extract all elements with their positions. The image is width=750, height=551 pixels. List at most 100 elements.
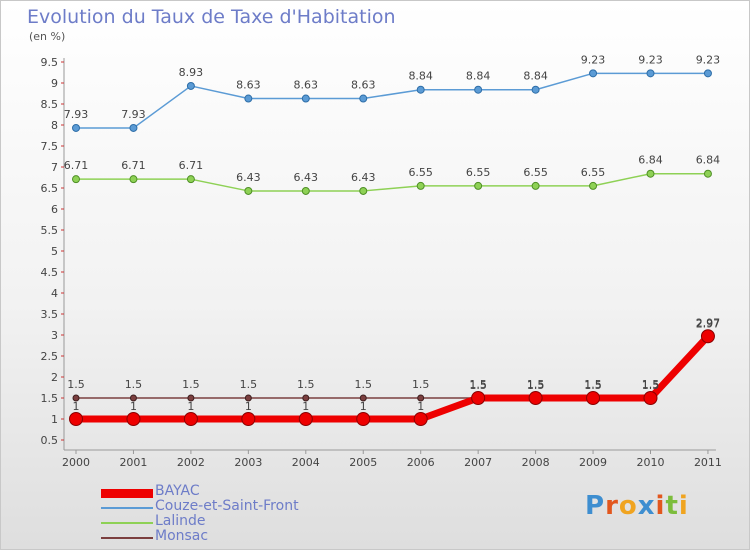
data-point xyxy=(643,391,658,405)
data-point xyxy=(471,391,486,405)
y-tick-label: 5 xyxy=(51,245,58,258)
data-label: 1 xyxy=(130,400,137,413)
data-label: 7.93 xyxy=(64,108,89,121)
data-point xyxy=(129,175,138,184)
y-tick-label: 8 xyxy=(51,119,58,132)
data-label: 1.5 xyxy=(355,378,373,391)
logo-letter: o xyxy=(618,491,638,521)
data-label: 6.55 xyxy=(581,166,606,179)
data-point xyxy=(356,412,371,426)
data-point xyxy=(589,181,598,190)
data-label: 1 xyxy=(245,400,252,413)
data-label: 1 xyxy=(302,400,309,413)
y-tick-label: 9 xyxy=(51,77,58,90)
y-tick-label: 7.5 xyxy=(41,140,59,153)
logo-letter: i xyxy=(655,491,666,521)
data-point xyxy=(531,85,540,94)
logo-letter: r xyxy=(605,491,619,521)
data-point xyxy=(72,175,80,184)
legend-label: Monsac xyxy=(155,528,209,544)
x-tick-label: 2004 xyxy=(292,456,320,469)
legend-label: BAYAC xyxy=(155,483,200,499)
x-tick-label: 2005 xyxy=(349,456,377,469)
data-point xyxy=(646,69,655,78)
series-line-monsac xyxy=(76,335,709,399)
x-tick-label: 2006 xyxy=(407,456,435,469)
x-tick-label: 2002 xyxy=(177,456,205,469)
data-point xyxy=(528,391,543,405)
data-label: 1.5 xyxy=(182,378,200,391)
data-label: 1.5 xyxy=(240,378,258,391)
data-label: 7.93 xyxy=(121,108,146,121)
y-tick-label: 9.5 xyxy=(41,56,59,69)
data-label: 1.5 xyxy=(469,378,487,391)
data-point xyxy=(302,394,310,402)
logo-letter: x xyxy=(637,491,656,521)
proxiti-logo: Proxiti xyxy=(585,491,689,521)
data-point xyxy=(187,394,195,402)
data-label: 1.5 xyxy=(67,378,85,391)
data-label: 8.93 xyxy=(179,66,204,79)
data-label: 6.71 xyxy=(179,159,204,172)
logo-letter: P xyxy=(585,491,606,521)
data-label: 6.55 xyxy=(408,166,433,179)
data-point xyxy=(126,412,141,426)
y-tick-label: 2.5 xyxy=(41,350,59,363)
x-tick-label: 2003 xyxy=(234,456,262,469)
logo-letter: t xyxy=(665,491,679,521)
data-label: 8.84 xyxy=(523,70,548,83)
data-label: 8.84 xyxy=(466,70,491,83)
data-point xyxy=(183,412,198,426)
x-tick-label: 2000 xyxy=(62,456,90,469)
data-label: 6.43 xyxy=(236,171,261,184)
data-point xyxy=(241,412,256,426)
data-label: 8.63 xyxy=(351,79,376,92)
y-tick-label: 6 xyxy=(51,203,58,216)
x-tick-label: 2007 xyxy=(464,456,492,469)
series-line-bayac xyxy=(76,333,711,423)
data-point xyxy=(244,94,253,103)
data-label: 8.84 xyxy=(408,70,433,83)
data-label: 6.84 xyxy=(638,154,663,167)
data-point xyxy=(129,394,137,402)
data-point xyxy=(416,85,425,94)
legend-label: Couze-et-Saint-Front xyxy=(155,498,299,514)
data-label: 6.71 xyxy=(64,159,89,172)
y-tick-label: 4.5 xyxy=(41,266,59,279)
data-point xyxy=(72,394,80,402)
data-point xyxy=(474,85,483,94)
data-label: 1.5 xyxy=(642,378,660,391)
legend-swatch xyxy=(101,537,153,539)
data-label: 1.5 xyxy=(584,378,602,391)
y-tick-label: 1.5 xyxy=(41,392,59,405)
data-point xyxy=(700,329,715,344)
data-point xyxy=(298,412,313,426)
data-point xyxy=(359,94,368,103)
data-label: 1.5 xyxy=(527,379,545,392)
data-point xyxy=(413,412,428,426)
data-label: 1.5 xyxy=(412,378,430,391)
data-point xyxy=(301,94,310,103)
data-label: 9.23 xyxy=(696,53,721,66)
data-label: 1.5 xyxy=(297,378,315,391)
data-label: 1 xyxy=(187,400,194,413)
data-label: 8.63 xyxy=(294,79,319,92)
data-point xyxy=(416,181,425,190)
series-line-couze-et-saint-front xyxy=(76,72,708,129)
data-point xyxy=(69,412,83,426)
data-point xyxy=(703,169,712,178)
data-label: 6.55 xyxy=(466,166,491,179)
data-label: 6.84 xyxy=(696,154,721,167)
data-label: 1.5 xyxy=(469,379,487,392)
y-tick-label: 8.5 xyxy=(41,98,59,111)
data-label: 2.97 xyxy=(696,317,721,330)
legend-swatch xyxy=(101,488,153,498)
x-tick-label: 2011 xyxy=(694,456,722,469)
data-point xyxy=(129,123,138,132)
data-point xyxy=(703,69,712,78)
data-label: 9.23 xyxy=(581,53,606,66)
data-label: 1.5 xyxy=(584,379,602,392)
data-label: 1.5 xyxy=(642,379,660,392)
data-point xyxy=(417,394,425,402)
